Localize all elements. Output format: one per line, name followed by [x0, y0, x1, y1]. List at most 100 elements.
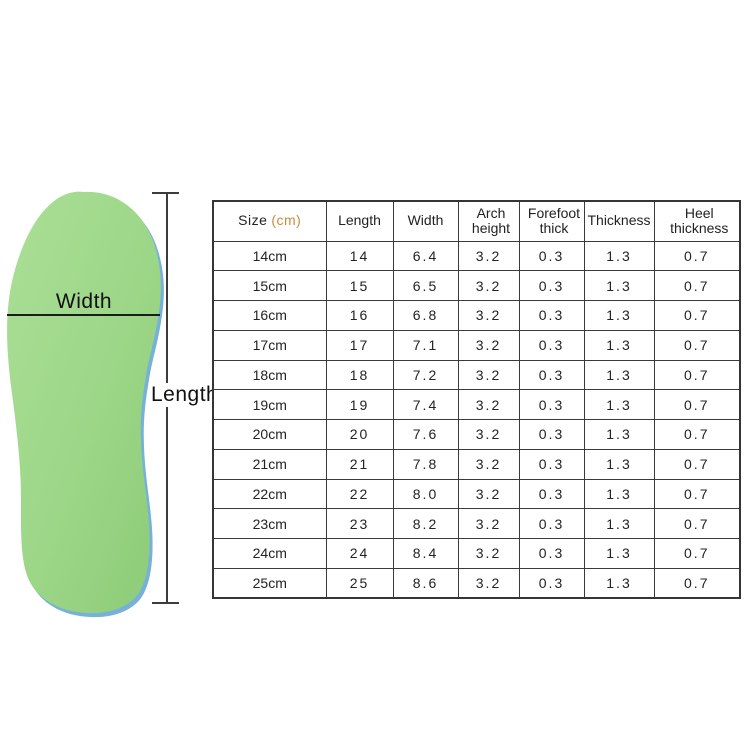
- table-cell-forefoot_thick: 0.3: [518, 389, 585, 420]
- header-thickness: Thickness: [583, 200, 655, 242]
- table-row: 22cm 22 8.0 3.2 0.3 1.3 0.7: [212, 478, 741, 510]
- table-cell-width: 7.8: [392, 448, 459, 480]
- table-cell-length: 21: [325, 448, 394, 480]
- table-cell-width: 7.6: [392, 419, 459, 450]
- table-cell-size: 20cm: [212, 419, 327, 450]
- table-cell-length: 17: [325, 329, 394, 361]
- table-cell-arch_height: 3.2: [457, 567, 520, 599]
- table-cell-forefoot_thick: 0.3: [518, 329, 585, 361]
- insole-diagram: [0, 180, 230, 625]
- table-cell-length: 20: [325, 419, 394, 450]
- table-cell-size: 23cm: [212, 508, 327, 539]
- header-size-unit: (cm): [271, 212, 302, 229]
- table-row: 23cm 23 8.2 3.2 0.3 1.3 0.7: [212, 508, 741, 539]
- table-cell-arch_height: 3.2: [457, 240, 520, 272]
- table-row: 24cm 24 8.4 3.2 0.3 1.3 0.7: [212, 538, 741, 569]
- table-cell-forefoot_thick: 0.3: [518, 240, 585, 272]
- table-row: 15cm 15 6.5 3.2 0.3 1.3 0.7: [212, 270, 741, 301]
- table-cell-heel_thickness: 0.7: [653, 389, 741, 420]
- table-cell-heel_thickness: 0.7: [653, 508, 741, 539]
- table-cell-forefoot_thick: 0.3: [518, 538, 585, 569]
- table-cell-width: 8.4: [392, 538, 459, 569]
- table-cell-size: 24cm: [212, 538, 327, 569]
- table-row: 18cm 18 7.2 3.2 0.3 1.3 0.7: [212, 359, 741, 391]
- table-cell-arch_height: 3.2: [457, 359, 520, 391]
- header-length: Length: [325, 200, 394, 242]
- table-cell-size: 17cm: [212, 329, 327, 361]
- header-size: Size (cm): [212, 200, 327, 242]
- table-cell-heel_thickness: 0.7: [653, 538, 741, 569]
- table-cell-width: 7.1: [392, 329, 459, 361]
- table-cell-heel_thickness: 0.7: [653, 240, 741, 272]
- table-cell-thickness: 1.3: [583, 567, 655, 599]
- header-size-label: Size: [238, 212, 268, 229]
- table-cell-arch_height: 3.2: [457, 448, 520, 480]
- table-cell-width: 8.2: [392, 508, 459, 539]
- table-cell-forefoot_thick: 0.3: [518, 508, 585, 539]
- table-cell-forefoot_thick: 0.3: [518, 419, 585, 450]
- table-cell-forefoot_thick: 0.3: [518, 448, 585, 480]
- table-cell-length: 14: [325, 240, 394, 272]
- length-line-bottom-cap: [152, 602, 179, 604]
- table-cell-size: 18cm: [212, 359, 327, 391]
- table-cell-thickness: 1.3: [583, 478, 655, 510]
- table-cell-thickness: 1.3: [583, 329, 655, 361]
- table-cell-width: 6.5: [392, 270, 459, 301]
- table-header-row: Size (cm) Length Width Arch height Forefo…: [212, 200, 741, 242]
- table-row: 19cm 19 7.4 3.2 0.3 1.3 0.7: [212, 389, 741, 420]
- table-row: 17cm 17 7.1 3.2 0.3 1.3 0.7: [212, 329, 741, 361]
- table-cell-forefoot_thick: 0.3: [518, 359, 585, 391]
- insole-green-body: [7, 191, 161, 614]
- header-heel-thickness: Heel thickness: [653, 200, 741, 242]
- table-cell-thickness: 1.3: [583, 508, 655, 539]
- table-cell-heel_thickness: 0.7: [653, 329, 741, 361]
- table-row: 25cm 25 8.6 3.2 0.3 1.3 0.7: [212, 567, 741, 599]
- length-annotation-label: Length: [149, 383, 221, 407]
- table-cell-heel_thickness: 0.7: [653, 567, 741, 599]
- width-measure-line: [7, 314, 160, 316]
- table-cell-arch_height: 3.2: [457, 538, 520, 569]
- table-cell-arch_height: 3.2: [457, 419, 520, 450]
- header-forefoot-thick: Forefoot thick: [518, 200, 585, 242]
- table-row: 21cm 21 7.8 3.2 0.3 1.3 0.7: [212, 448, 741, 480]
- table-cell-heel_thickness: 0.7: [653, 478, 741, 510]
- table-cell-length: 15: [325, 270, 394, 301]
- table-cell-size: 22cm: [212, 478, 327, 510]
- table-cell-width: 6.8: [392, 300, 459, 331]
- table-cell-width: 8.6: [392, 567, 459, 599]
- header-arch-height: Arch height: [457, 200, 520, 242]
- table-row: 14cm 14 6.4 3.2 0.3 1.3 0.7: [212, 240, 741, 272]
- table-cell-thickness: 1.3: [583, 419, 655, 450]
- table-cell-length: 23: [325, 508, 394, 539]
- table-cell-thickness: 1.3: [583, 389, 655, 420]
- table-cell-size: 25cm: [212, 567, 327, 599]
- table-cell-heel_thickness: 0.7: [653, 359, 741, 391]
- table-cell-arch_height: 3.2: [457, 270, 520, 301]
- size-chart-table: Size (cm) Length Width Arch height Forefo…: [212, 200, 741, 599]
- table-cell-forefoot_thick: 0.3: [518, 567, 585, 599]
- table-cell-arch_height: 3.2: [457, 478, 520, 510]
- table-cell-heel_thickness: 0.7: [653, 300, 741, 331]
- table-cell-arch_height: 3.2: [457, 300, 520, 331]
- table-cell-forefoot_thick: 0.3: [518, 478, 585, 510]
- table-row: 20cm 20 7.6 3.2 0.3 1.3 0.7: [212, 419, 741, 450]
- table-cell-size: 14cm: [212, 240, 327, 272]
- table-cell-length: 18: [325, 359, 394, 391]
- table-cell-width: 6.4: [392, 240, 459, 272]
- table-cell-arch_height: 3.2: [457, 329, 520, 361]
- table-cell-forefoot_thick: 0.3: [518, 270, 585, 301]
- table-cell-size: 21cm: [212, 448, 327, 480]
- table-cell-length: 22: [325, 478, 394, 510]
- table-cell-thickness: 1.3: [583, 240, 655, 272]
- table-cell-heel_thickness: 0.7: [653, 448, 741, 480]
- table-cell-heel_thickness: 0.7: [653, 419, 741, 450]
- header-width: Width: [392, 200, 459, 242]
- table-cell-length: 16: [325, 300, 394, 331]
- table-cell-thickness: 1.3: [583, 538, 655, 569]
- table-cell-thickness: 1.3: [583, 270, 655, 301]
- table-cell-thickness: 1.3: [583, 448, 655, 480]
- table-cell-thickness: 1.3: [583, 300, 655, 331]
- table-cell-arch_height: 3.2: [457, 389, 520, 420]
- table-cell-length: 19: [325, 389, 394, 420]
